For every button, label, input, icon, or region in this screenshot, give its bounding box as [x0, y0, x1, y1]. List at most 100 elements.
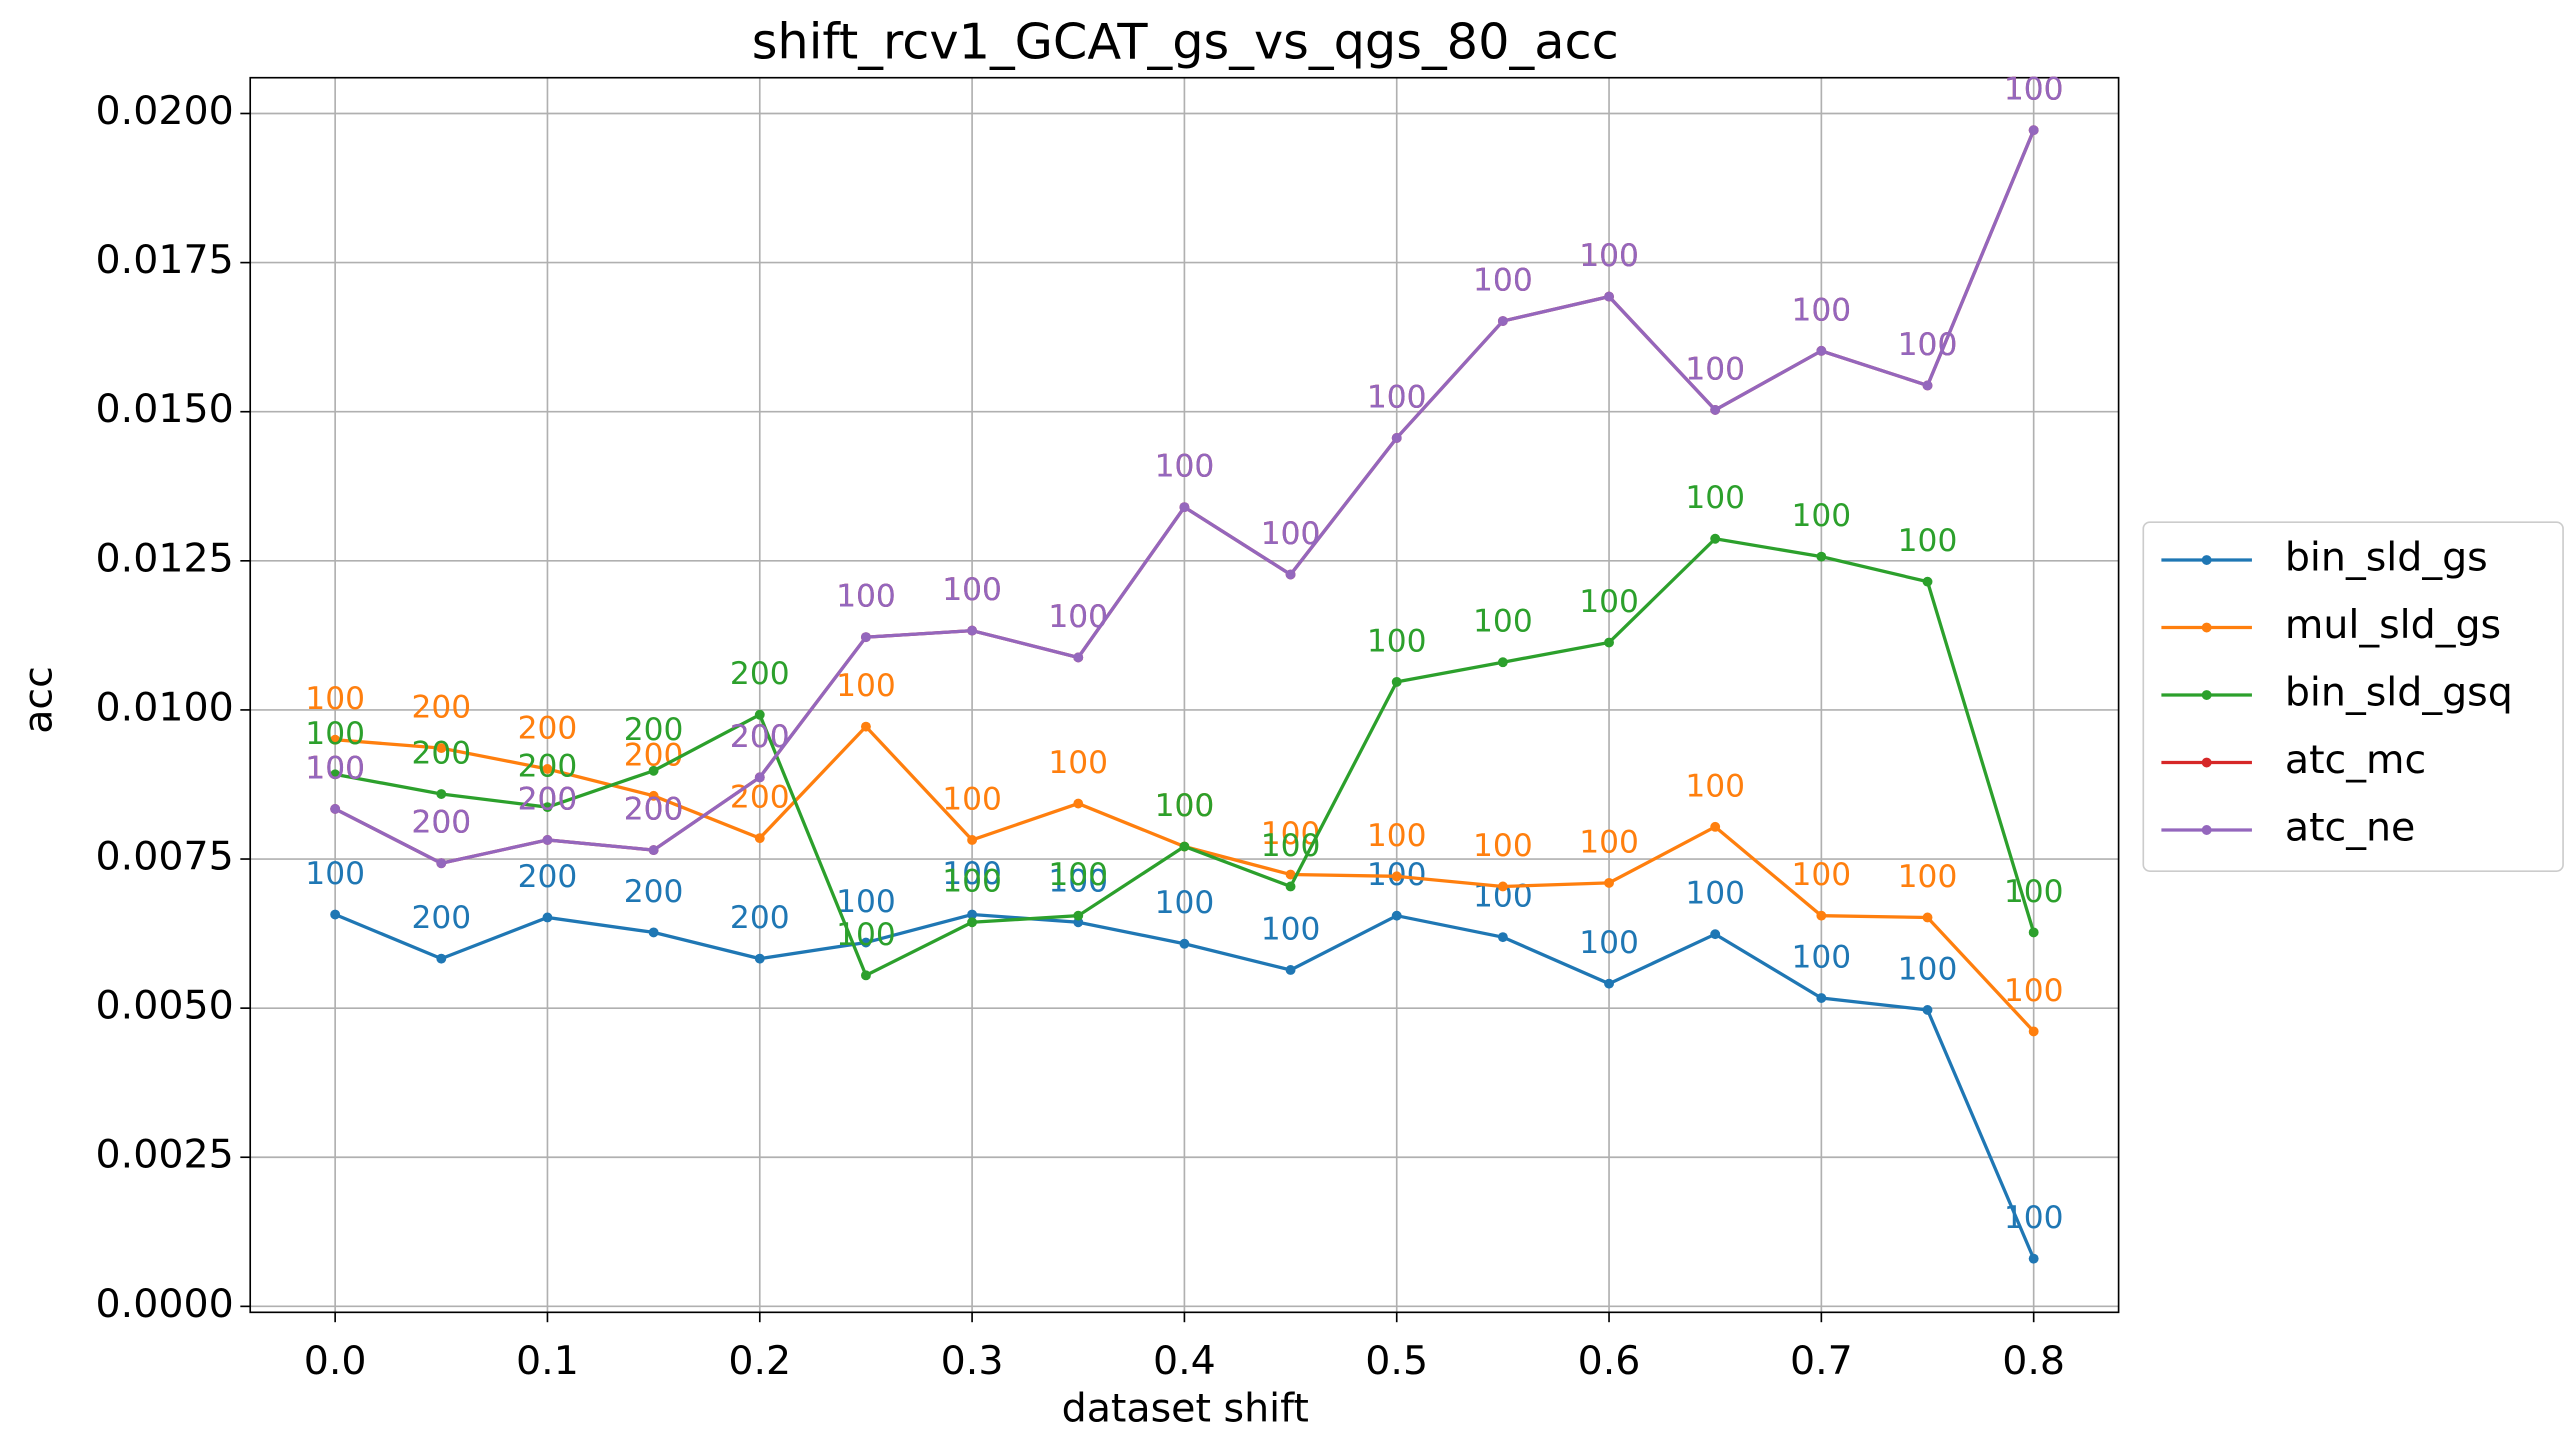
data-label: 100: [836, 668, 896, 704]
data-label: 100: [942, 864, 1002, 900]
data-point: [1710, 404, 1721, 415]
data-label: 200: [411, 690, 471, 726]
data-point: [967, 917, 978, 928]
data-label: 100: [2004, 874, 2064, 910]
data-label: 100: [305, 716, 365, 752]
data-point: [330, 769, 341, 780]
legend: bin_sld_gs mul_sld_gs bin_sld_gsq atc_mcatc…: [2142, 521, 2564, 872]
data-label: 100: [1685, 351, 1745, 387]
data-label: 200: [730, 719, 790, 755]
y-tick-label: 0.0050: [96, 983, 234, 1029]
data-point: [2028, 1253, 2039, 1264]
data-label: 100: [1367, 818, 1427, 854]
data-label: 100: [2004, 72, 2064, 108]
y-tick-label: 0.0025: [96, 1132, 234, 1178]
data-label: 100: [1685, 768, 1745, 804]
data-point: [754, 772, 765, 783]
data-label: 100: [1048, 864, 1108, 900]
data-label: 100: [1473, 604, 1533, 640]
data-point: [542, 912, 553, 923]
data-point: [1073, 910, 1084, 921]
data-label: 100: [1898, 327, 1958, 363]
data-label: 100: [1367, 379, 1427, 415]
x-tick-label: 0.0: [304, 1338, 367, 1384]
data-label: 200: [624, 792, 684, 828]
data-label: 100: [305, 681, 365, 717]
data-label: 100: [1898, 859, 1958, 895]
legend-marker: [2201, 825, 2212, 835]
data-label: 200: [730, 780, 790, 816]
data-label: 200: [518, 859, 578, 895]
data-point: [1179, 938, 1190, 949]
data-label: 100: [1048, 745, 1108, 781]
data-label: 100: [1685, 876, 1745, 912]
data-label: 200: [518, 781, 578, 817]
data-point: [330, 734, 341, 745]
data-label: 100: [2004, 1200, 2064, 1236]
data-point: [542, 835, 553, 845]
legend-marker: [2201, 690, 2212, 700]
data-point: [860, 632, 871, 643]
data-label: 100: [1579, 824, 1639, 860]
data-label: 100: [1579, 238, 1639, 274]
legend-label: bin_sld_gsq: [2285, 670, 2513, 716]
data-label: 200: [411, 736, 471, 772]
x-tick-label: 0.8: [2002, 1338, 2065, 1384]
data-label: 100: [1898, 523, 1958, 559]
data-label: 100: [1367, 379, 1427, 415]
y-tick-label: 0.0175: [96, 237, 234, 283]
data-label: 100: [2004, 973, 2064, 1009]
data-label: 100: [1898, 951, 1958, 987]
data-point: [1391, 910, 1402, 921]
data-point: [860, 970, 871, 981]
legend-label: bin_sld_gs: [2285, 535, 2488, 581]
data-point: [860, 721, 871, 732]
data-label: 100: [1261, 516, 1321, 552]
x-tick-label: 0.2: [728, 1338, 791, 1384]
data-label: 100: [1048, 857, 1108, 893]
data-point: [330, 909, 341, 920]
y-tick-label: 0.0200: [96, 88, 234, 134]
y-tick-label: 0.0100: [96, 684, 234, 730]
data-point: [1604, 877, 1614, 888]
data-point: [1604, 637, 1614, 648]
data-label: 100: [1579, 925, 1639, 961]
legend-label: atc_mc: [2285, 737, 2426, 783]
data-point: [967, 835, 978, 845]
data-point: [1604, 291, 1614, 302]
y-axis-label: acc: [16, 666, 62, 734]
data-point: [1710, 533, 1721, 544]
data-label: 100: [1155, 788, 1215, 824]
data-label: 200: [518, 781, 578, 817]
data-point: [1816, 345, 1827, 356]
data-point: [436, 789, 447, 799]
data-point: [967, 625, 978, 636]
data-point: [1285, 965, 1296, 975]
data-point: [754, 709, 765, 720]
data-label: 100: [836, 917, 896, 953]
data-point: [1179, 841, 1190, 852]
data-point: [1710, 929, 1721, 940]
x-axis-label: dataset shift: [1062, 1386, 1309, 1432]
data-label: 100: [1792, 292, 1852, 328]
data-point: [2028, 125, 2039, 136]
data-label: 100: [2004, 72, 2064, 108]
data-label: 100: [1473, 263, 1533, 299]
data-label: 200: [624, 792, 684, 828]
data-point: [1073, 798, 1084, 809]
data-point: [330, 803, 341, 814]
data-point: [1922, 380, 1933, 391]
data-label: 100: [942, 572, 1002, 608]
data-label: 100: [1792, 857, 1852, 893]
data-label: 200: [518, 749, 578, 785]
data-point: [1073, 652, 1084, 663]
x-tick-label: 0.5: [1365, 1338, 1428, 1384]
legend-marker: [2201, 757, 2212, 768]
data-point: [1497, 881, 1508, 892]
data-label: 100: [942, 572, 1002, 608]
data-point: [436, 858, 447, 869]
data-label: 200: [730, 900, 790, 936]
x-tick-label: 0.6: [1578, 1338, 1641, 1384]
data-label: 100: [1579, 238, 1639, 274]
